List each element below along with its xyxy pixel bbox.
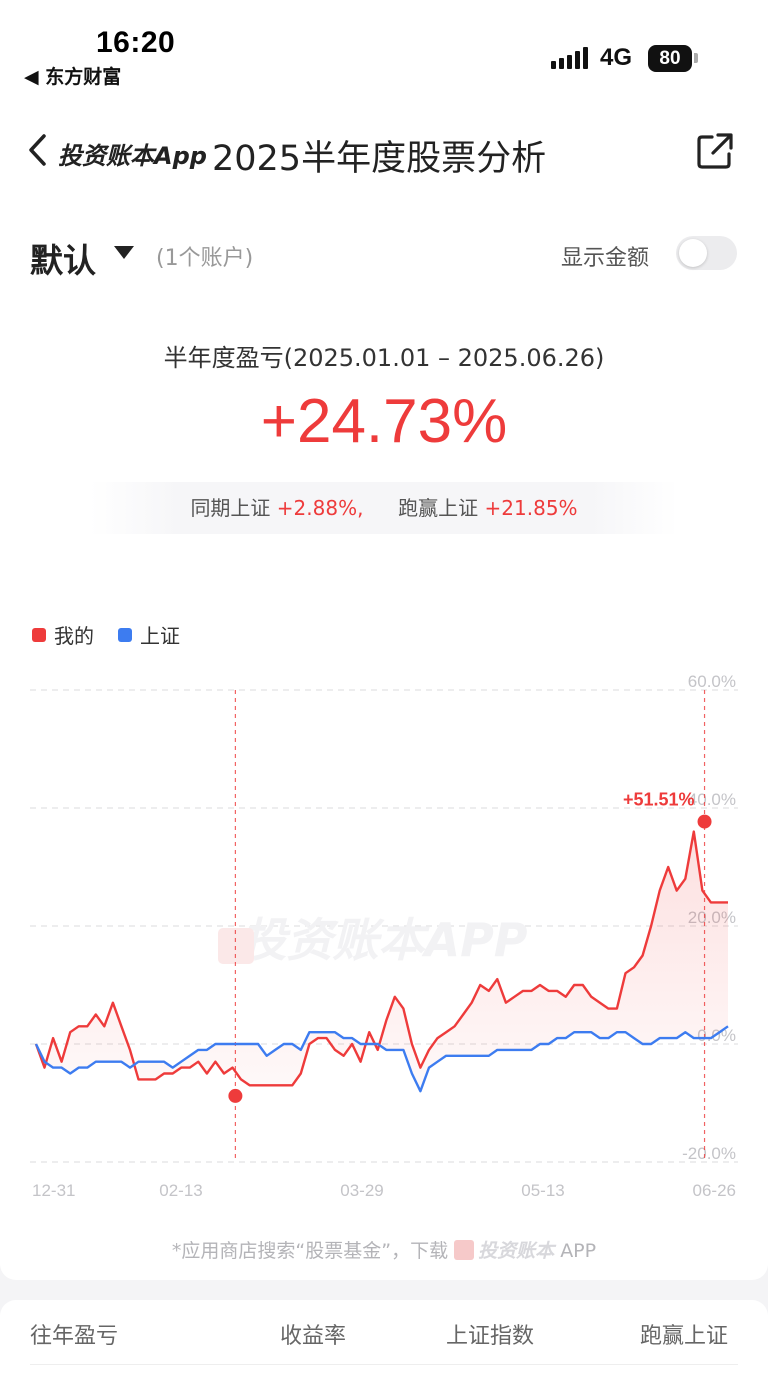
download-hint-brand: 投资账本 — [478, 1240, 555, 1262]
benchmark-label: 同期上证 — [190, 496, 271, 520]
return-line-chart[interactable]: 60.0%40.0%20.0%0.0%-20.0%投资账本APP+51.51%1… — [0, 666, 768, 1206]
outperform-label: 跑赢上证 — [398, 496, 479, 520]
x-tick-label: 12-31 — [32, 1181, 75, 1200]
download-hint: *应用商店搜索“股票基金”，下载 投资账本 APP — [0, 1236, 768, 1263]
battery-icon: 80 — [648, 45, 692, 72]
benchmark-value: +2.88%, — [276, 496, 364, 520]
x-tick-label: 06-26 — [693, 1181, 736, 1200]
legend-swatch-mine — [32, 627, 46, 642]
legend-swatch-index — [118, 627, 132, 642]
y-tick-label: 60.0% — [688, 672, 736, 691]
back-to-app-link[interactable]: ◀ 东方财富 — [24, 66, 122, 88]
yearly-table: 往年盈亏 收益率 上证指数 跑赢上证 — [0, 1300, 768, 1382]
status-time: 16:20 — [96, 26, 176, 59]
show-amount-toggle[interactable] — [676, 236, 737, 270]
nav-bar: 投资账本App 2025半年度股票分析 — [0, 96, 768, 206]
brand-logo-text: 投资账本App — [58, 142, 207, 170]
legend-item-mine[interactable]: 我的 — [32, 620, 94, 649]
half-year-return: +24.73% — [260, 387, 508, 456]
network-type: 4G — [600, 44, 633, 71]
x-tick-label: 02-13 — [159, 1181, 202, 1200]
x-tick-label: 05-13 — [521, 1181, 564, 1200]
battery-tip — [694, 53, 698, 63]
status-bar: 16:20 ◀ 东方财富 4G 80 — [0, 0, 768, 96]
chart-legend: 我的 上证 — [32, 620, 204, 649]
series-line-index — [34, 1025, 729, 1093]
period-label: 半年度盈亏(2025.01.01 – 2025.06.26) — [163, 344, 605, 372]
page-title: 2025半年度股票分析 — [212, 139, 547, 179]
column-header-yearly-pnl: 往年盈亏 — [30, 1324, 119, 1349]
legend-item-index[interactable]: 上证 — [118, 620, 180, 649]
y-tick-label: 40.0% — [688, 790, 736, 809]
cell-signal-icon — [551, 47, 588, 69]
legend-label-index: 上证 — [140, 624, 180, 648]
dropdown-caret-icon[interactable] — [114, 246, 134, 259]
analysis-card: 默认 (1个账户) 显示金额 半年度盈亏(2025.01.01 – 2025.0… — [0, 206, 768, 1280]
column-header-sse-index: 上证指数 — [446, 1324, 535, 1349]
series-line-mine — [34, 830, 728, 1087]
download-hint-suffix: APP — [560, 1240, 597, 1262]
download-hint-text: *应用商店搜索“股票基金”，下载 — [171, 1240, 449, 1262]
x-tick-label: 03-29 — [340, 1181, 383, 1200]
table-divider — [30, 1364, 738, 1365]
brand-mark-icon — [454, 1240, 475, 1260]
column-header-return-rate: 收益率 — [280, 1324, 347, 1349]
benchmark-compare: 同期上证 +2.88%, 跑赢上证 +21.85% — [90, 482, 678, 534]
account-count: (1个账户) — [156, 246, 254, 271]
show-amount-label: 显示金额 — [561, 246, 650, 271]
marker-dot — [697, 814, 712, 829]
chart-watermark: 投资账本APP — [240, 913, 527, 967]
toggle-knob — [679, 239, 707, 267]
account-selector[interactable]: 默认 — [30, 241, 96, 280]
legend-label-mine: 我的 — [54, 624, 94, 648]
outperform-value: +21.85% — [484, 496, 578, 520]
marker-label: +51.51% — [623, 790, 695, 810]
share-icon[interactable] — [696, 132, 734, 170]
y-tick-label: -20.0% — [682, 1144, 736, 1163]
outperform-area — [36, 831, 728, 1092]
chevron-left-icon[interactable] — [24, 130, 54, 170]
marker-dot — [228, 1088, 243, 1103]
watermark-logo — [218, 928, 254, 964]
column-header-outperform: 跑赢上证 — [640, 1324, 729, 1349]
